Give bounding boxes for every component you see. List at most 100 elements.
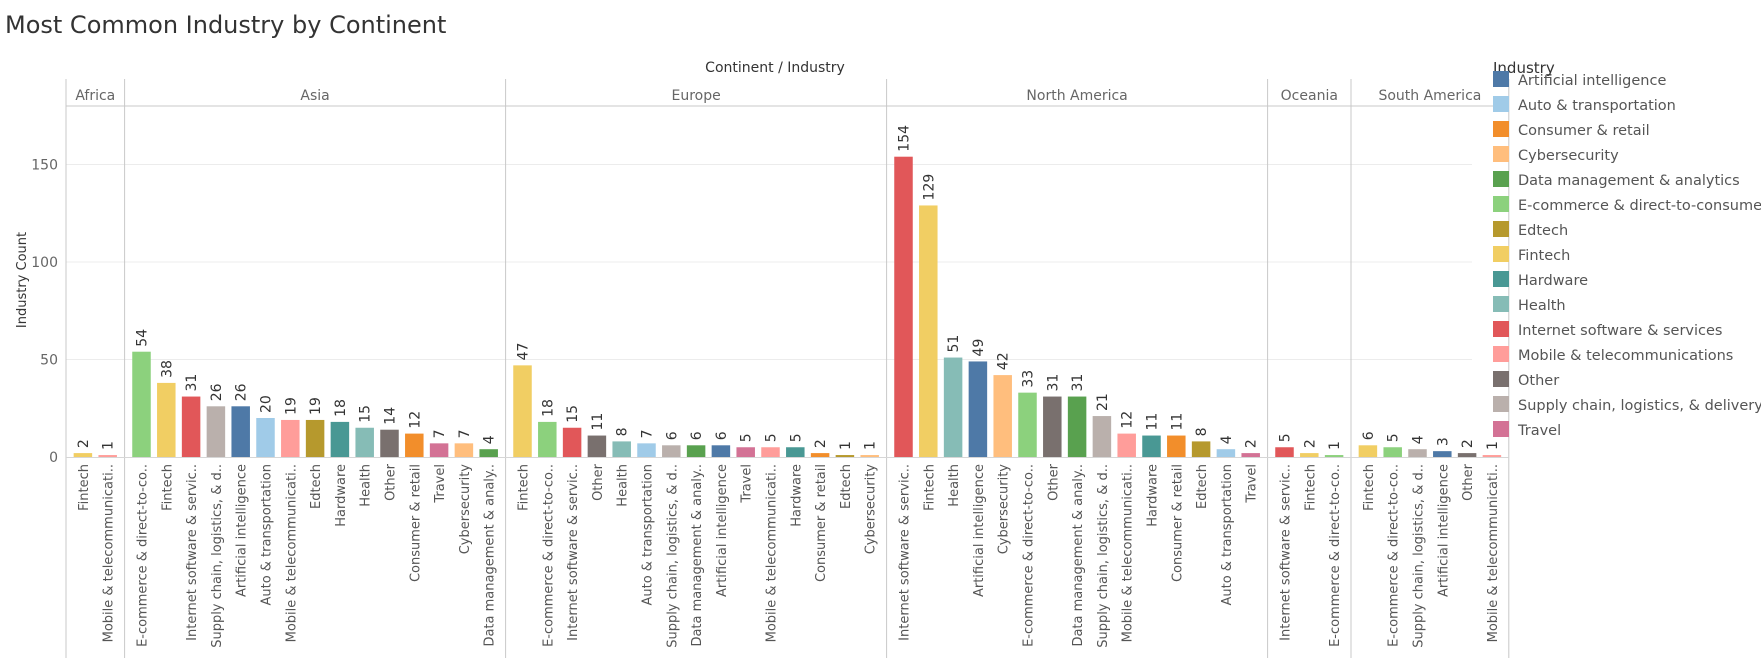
legend-item: E-commerce & direct-to-consumer: [1493, 196, 1761, 214]
legend-item: Auto & transportation: [1493, 96, 1676, 114]
bar: [835, 455, 855, 457]
data-label: 8: [1194, 427, 1210, 436]
data-label: 1: [863, 441, 879, 450]
bar: [761, 447, 780, 457]
bar: [587, 435, 607, 457]
data-label: 18: [333, 399, 349, 417]
data-label: 1: [838, 441, 854, 450]
bar: [1324, 455, 1344, 457]
category-label: Fintech: [517, 464, 532, 511]
category-label: Fintech: [77, 464, 92, 511]
data-label: 5: [1386, 433, 1402, 442]
legend-label: E-commerce & direct-to-consumer: [1518, 198, 1761, 214]
bar: [637, 443, 656, 457]
category-label: Auto & transportation: [1220, 464, 1235, 606]
bar: [612, 441, 631, 457]
bar: [1216, 449, 1236, 457]
data-label: 4: [1219, 435, 1235, 444]
bar: [330, 421, 350, 457]
legend-swatch: [1493, 221, 1509, 237]
data-label: 21: [1095, 393, 1111, 411]
bar: [993, 375, 1012, 457]
bar: [1117, 433, 1136, 457]
category-label: Mobile & telecommunicati..: [102, 464, 117, 642]
category-label: Other: [384, 463, 399, 501]
bar: [662, 445, 681, 457]
legend-item: Health: [1493, 296, 1566, 314]
category-label: Supply chain, logistics, & d..: [1412, 464, 1427, 648]
data-label: 33: [1021, 370, 1037, 388]
legend-label: Internet software & services: [1518, 323, 1722, 339]
bar: [1043, 396, 1062, 457]
data-label: 6: [714, 431, 730, 440]
category-label: Edtech: [1195, 464, 1210, 509]
legend-label: Other: [1518, 373, 1559, 389]
bar: [860, 455, 879, 457]
data-label: 38: [159, 360, 175, 378]
data-label: 18: [540, 399, 556, 417]
data-label: 7: [457, 429, 473, 438]
legend-item: Consumer & retail: [1493, 121, 1650, 139]
category-label: Internet software & servic..: [1279, 464, 1294, 641]
data-label: 20: [259, 395, 275, 413]
category-label: Edtech: [309, 464, 324, 509]
legend-swatch: [1493, 146, 1509, 162]
legend-swatch: [1493, 171, 1509, 187]
category-label: Cybersecurity: [997, 464, 1012, 555]
category-label: E-commerce & direct-to-co..: [1387, 464, 1402, 647]
data-label: 51: [946, 335, 962, 353]
data-label: 154: [897, 125, 913, 152]
data-label: 129: [921, 174, 937, 201]
category-label: Supply chain, logistics, & d..: [210, 464, 225, 648]
data-label: 1: [1327, 441, 1343, 450]
legend-label: Cybersecurity: [1518, 148, 1619, 164]
panel-south-america: South America 6 Fintech 5 E-commerce & direc…: [1350, 79, 1510, 658]
bar: [786, 447, 805, 457]
legend-item: Fintech: [1493, 246, 1570, 264]
bar: [894, 156, 913, 457]
data-label: 31: [1045, 374, 1061, 392]
legend-swatch: [1493, 121, 1509, 137]
category-label: Hardware: [1146, 464, 1161, 527]
category-label: Other: [591, 463, 606, 501]
legend-label: Edtech: [1518, 223, 1568, 239]
legend-item: Hardware: [1493, 271, 1588, 289]
bar: [1191, 441, 1211, 457]
data-label: 7: [640, 429, 656, 438]
bar: [562, 427, 582, 457]
category-label: Data management & analy..: [483, 464, 498, 647]
y-axis-label: Industry Count: [15, 232, 30, 328]
category-label: Cybersecurity: [864, 464, 879, 555]
category-label: Data management & analy..: [690, 464, 705, 647]
data-label: 11: [590, 413, 606, 431]
bar: [479, 449, 498, 457]
category-label: Consumer & retail: [408, 464, 423, 582]
bar: [919, 205, 938, 457]
bar: [305, 419, 325, 457]
data-label: 15: [358, 405, 374, 423]
legend-item: Travel: [1493, 421, 1561, 439]
bar: [1241, 453, 1260, 457]
category-label: Hardware: [334, 464, 349, 527]
data-label: 1: [101, 441, 117, 450]
data-label: 2: [813, 439, 829, 448]
panel-north-america: North America 154 Internet software & serv…: [886, 79, 1260, 658]
bar: [943, 357, 963, 457]
bar: [513, 365, 532, 457]
legend-swatch: [1493, 71, 1509, 87]
bar: [1067, 396, 1087, 457]
legend-item: Internet software & services: [1493, 321, 1722, 339]
data-label: 2: [76, 439, 92, 448]
category-label: Mobile & telecommunicati..: [765, 464, 780, 642]
bar: [711, 445, 731, 457]
bar: [1383, 447, 1402, 457]
data-label: 49: [971, 339, 987, 357]
bar: [98, 455, 117, 457]
bar: [256, 418, 275, 457]
panel-header: Asia: [300, 88, 329, 104]
legend-item: Artificial intelligence: [1493, 71, 1666, 89]
legend-swatch: [1493, 346, 1509, 362]
legend-label: Mobile & telecommunications: [1518, 348, 1733, 364]
category-label: Mobile & telecommunicati..: [1486, 464, 1501, 642]
bar: [355, 427, 374, 457]
